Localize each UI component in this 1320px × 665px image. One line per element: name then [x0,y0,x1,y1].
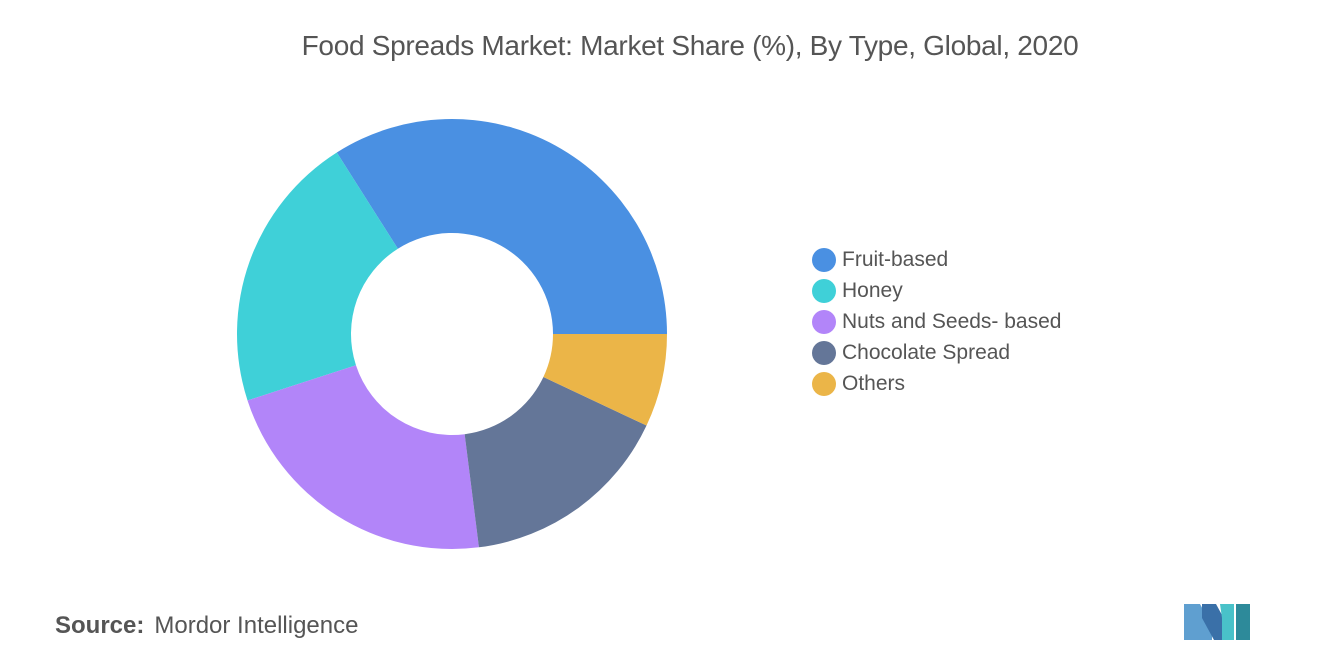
legend-label: Fruit-based [842,247,949,271]
legend-item: Nuts and Seeds- based [812,306,1061,337]
source-label: Source: [55,612,145,639]
legend-label: Honey [842,278,903,302]
chart-legend: Fruit-based Honey Nuts and Seeds- based Cho… [812,244,1061,399]
legend-label: Nuts and Seeds- based [842,309,1062,333]
chart-title: Food Spreads Market: Market Share (%), B… [301,30,1079,61]
donut-slice-fruit-based [336,118,667,335]
donut-slice-honey [236,152,398,401]
legend-swatch [812,340,836,365]
legend-label: Others [842,371,906,395]
donut-slice-chocolate-spread [464,377,647,548]
legend-swatch [812,309,836,334]
donut-slice-others [543,334,667,426]
source-line: Source: Mordor Intelligence [55,612,358,640]
legend-item: Others [812,368,1061,399]
legend-swatch [812,247,836,272]
legend-item: Fruit-based [812,244,1061,275]
legend-swatch [812,371,836,396]
legend-item: Honey [812,275,1061,306]
legend-swatch [812,278,836,303]
donut-slice-nuts-and-seeds-based [247,365,479,550]
legend-item: Chocolate Spread [812,337,1061,368]
mordor-intelligence-logo-icon [1184,604,1250,640]
source-value: Mordor Intelligence [154,612,359,639]
legend-label: Chocolate Spread [842,340,1011,364]
